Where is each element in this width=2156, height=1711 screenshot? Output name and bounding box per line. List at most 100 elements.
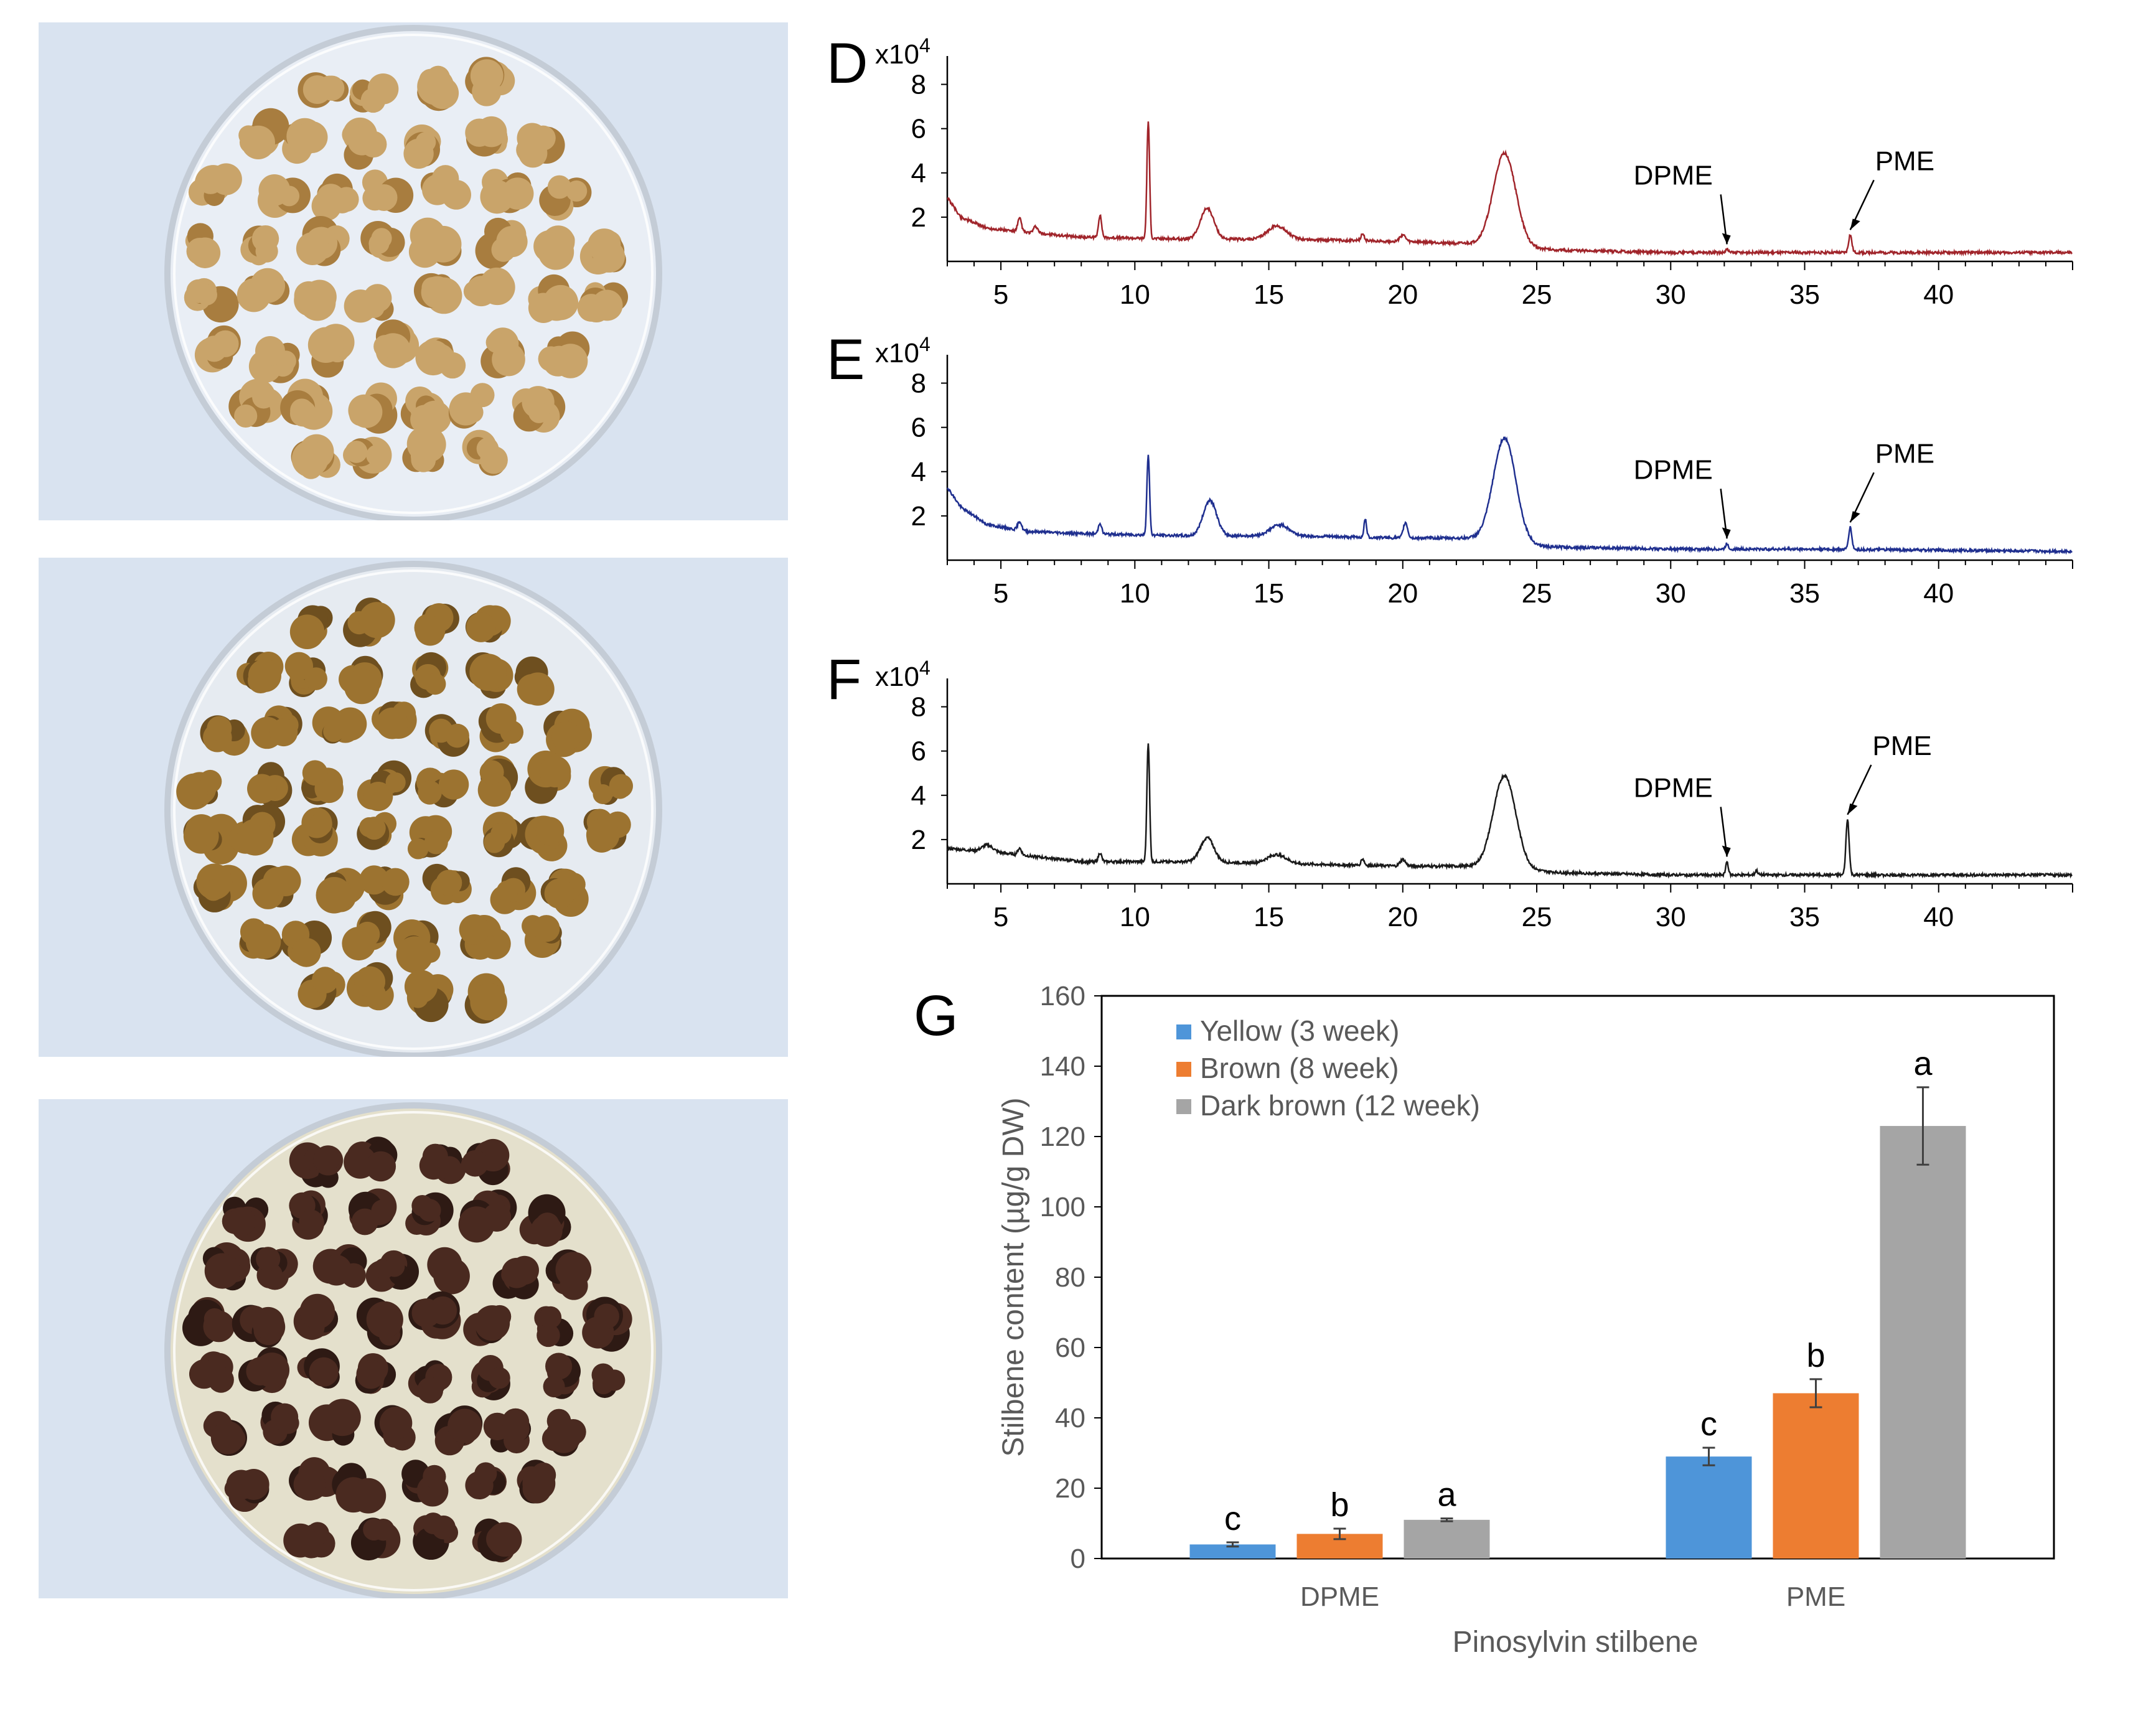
- x-tick-label: 15: [1254, 279, 1284, 310]
- callus-clump: [297, 1348, 340, 1389]
- significance-letter: a: [1913, 1045, 1933, 1082]
- callus-clump: [308, 1399, 361, 1446]
- bar: [1773, 1393, 1859, 1559]
- callus-clump: [588, 766, 633, 805]
- callus-clump: [591, 1363, 626, 1399]
- callus-clump: [372, 701, 417, 739]
- callus-clump: [289, 1457, 342, 1501]
- y-exponent-sup: 4: [919, 333, 930, 355]
- chromatogram-trace: [947, 121, 2073, 257]
- callus-clump: [248, 336, 300, 383]
- callus-clump: [343, 436, 392, 479]
- callus-clump: [184, 278, 239, 323]
- callus-clump: [260, 1401, 299, 1446]
- callus-clump: [224, 1469, 270, 1512]
- callus-clump: [577, 282, 629, 322]
- panel-label-g: G: [914, 984, 958, 1048]
- callus-clump: [480, 169, 534, 214]
- x-tick-label: 30: [1656, 279, 1686, 310]
- callus-clump: [579, 228, 627, 275]
- x-tick-label: 10: [1120, 279, 1150, 310]
- legend-label: Brown (8 week): [1200, 1052, 1399, 1084]
- callus-clump: [472, 1518, 522, 1563]
- callus-clump: [296, 215, 350, 266]
- callus-clump: [247, 762, 293, 809]
- chromatogram-d: x104 2 4 6 8 5 10 15 20 25 30 35 40 DPME PME: [859, 34, 2141, 336]
- callus-clump: [237, 652, 284, 694]
- y-tick-label: 6: [911, 114, 926, 144]
- callus-clump: [348, 382, 398, 434]
- y-tick-label: 0: [1071, 1544, 1085, 1574]
- x-tick-label: 25: [1522, 279, 1552, 310]
- callus-clump: [419, 1143, 466, 1184]
- x-tick-label: 20: [1387, 279, 1418, 310]
- callus-clump: [229, 804, 286, 856]
- bar: [1404, 1519, 1490, 1559]
- callus-clump: [541, 1409, 586, 1456]
- dish-medium: [171, 1109, 656, 1594]
- bar: [1666, 1456, 1752, 1559]
- category-label: PME: [1786, 1582, 1845, 1612]
- callus-clump: [193, 863, 247, 912]
- y-tick-label: 140: [1040, 1051, 1085, 1082]
- callus-clump: [251, 705, 302, 749]
- callus-clump: [459, 914, 511, 960]
- photo-petri-dish-brown-callus: [39, 558, 788, 1057]
- annotation-arrowhead: [1722, 845, 1731, 857]
- callus-clump: [415, 337, 466, 379]
- callus-clump: [339, 655, 383, 705]
- callus-clump: [492, 1255, 539, 1300]
- callus-clump: [293, 1293, 339, 1340]
- y-exponent-label: x104: [875, 333, 930, 368]
- callus-clump: [228, 378, 284, 428]
- callus-clump: [307, 324, 355, 378]
- y-tick-label: 8: [911, 70, 926, 100]
- x-tick-label: 35: [1789, 279, 1820, 310]
- callus-clump: [465, 605, 511, 643]
- callus-clump: [545, 1249, 592, 1300]
- callus-clump: [475, 217, 528, 270]
- callus-clump: [373, 319, 419, 368]
- callus-clump: [350, 1517, 401, 1561]
- y-tick-label: 160: [1040, 981, 1085, 1011]
- callus-clump: [478, 703, 524, 752]
- x-tick-label: 35: [1789, 902, 1820, 932]
- callus-clump: [257, 174, 311, 218]
- callus-clump: [463, 267, 515, 307]
- y-tick-label: 80: [1055, 1262, 1085, 1293]
- x-tick-label: 40: [1923, 902, 1954, 932]
- dish-highlight: [173, 1111, 654, 1591]
- chromatogram-trace: [947, 743, 2073, 879]
- annotation-label: DPME: [1634, 772, 1713, 803]
- callus-clump: [312, 706, 367, 744]
- y-exponent-sup: 4: [919, 34, 930, 57]
- x-tick-label: 40: [1923, 578, 1954, 609]
- callus-clump: [539, 175, 592, 221]
- callus-clump: [349, 73, 399, 113]
- legend-swatch: [1176, 1099, 1191, 1114]
- callus-clump: [465, 1462, 507, 1500]
- callus-clump: [543, 708, 592, 757]
- callus-clump: [404, 970, 454, 1023]
- y-tick-label: 100: [1040, 1192, 1085, 1222]
- x-tick-label: 15: [1254, 902, 1284, 932]
- y-tick-label: 2: [911, 501, 926, 532]
- callus-clump: [355, 1353, 396, 1394]
- y-tick-label: 6: [911, 413, 926, 443]
- callus-clump: [462, 429, 508, 476]
- callus-clump: [517, 1460, 556, 1504]
- dish-highlight: [173, 570, 654, 1050]
- callus-clump: [482, 812, 524, 858]
- callus-clump: [514, 656, 555, 706]
- x-tick-label: 35: [1789, 578, 1820, 609]
- annotation-arrowhead: [1847, 803, 1858, 815]
- callus-clump: [294, 279, 337, 321]
- y-tick-label: 20: [1055, 1473, 1085, 1504]
- category-label: DPME: [1300, 1582, 1379, 1612]
- bar-chart-svg: 0 20 40 60 80 100 120 140 160 Stilbene content (µ…: [997, 981, 2055, 1659]
- dish-highlight: [173, 34, 654, 514]
- legend-label: Dark brown (12 week): [1200, 1089, 1480, 1122]
- x-tick-label: 30: [1656, 902, 1686, 932]
- callus-clump: [540, 868, 589, 917]
- y-exponent-sup: 4: [919, 657, 930, 679]
